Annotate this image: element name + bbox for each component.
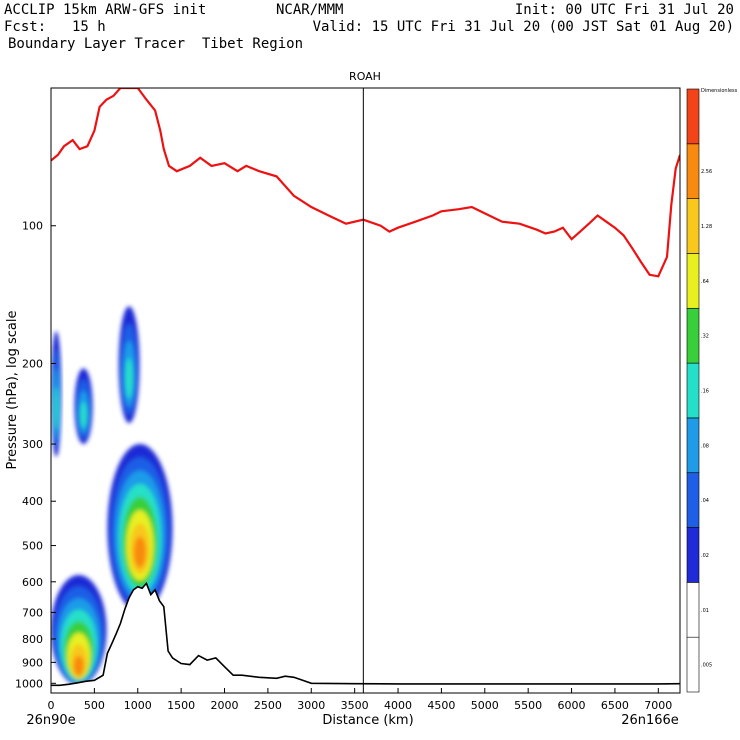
x-tick-label: 3000: [297, 699, 325, 712]
x-tick-label: 4000: [384, 699, 412, 712]
colorbar-level-label: .005: [701, 663, 712, 669]
y-tick-label: 500: [22, 540, 43, 553]
x-tick-label: 2500: [254, 699, 282, 712]
x-tick-label: 6000: [558, 699, 586, 712]
right-endpoint-label: 26n166e: [621, 713, 679, 728]
header-init: Init: 00 UTC Fri 31 Jul 20: [514, 2, 734, 18]
colorbar-level-label: .16: [701, 389, 709, 395]
header-product: Boundary Layer Tracer Tibet Region: [8, 36, 304, 52]
colorbar-swatch: [686, 307, 700, 364]
terrain-line: [51, 581, 680, 687]
colorbar: .005 .01 .02 .04 .08 .16 .32 .64 1.28 2.56 Dimensi…: [686, 88, 738, 693]
colorbar-level-label: .08: [701, 443, 709, 449]
x-tick-label: 5500: [514, 699, 542, 712]
colorbar-swatch: [686, 417, 700, 474]
x-tick-label: 6500: [601, 699, 629, 712]
tracer-contour: [54, 386, 59, 431]
colorbar-swatch: [686, 362, 700, 419]
terrain-fill: [51, 583, 680, 693]
x-axis-label: Distance (km): [322, 713, 413, 728]
tracer-upper-plume-a: [51, 331, 62, 457]
y-tick-label: 300: [22, 438, 43, 451]
colorbar-swatch: [686, 472, 700, 528]
x-tick-label: 0: [48, 699, 55, 712]
colorbar-level-label: .32: [701, 334, 709, 340]
tracer-contour: [80, 401, 87, 429]
tracer-contour: [125, 357, 133, 399]
colorbar-level-label: .04: [701, 498, 709, 504]
tropopause-red-line: [51, 88, 680, 278]
colorbar-level-label: 1.28: [701, 224, 712, 230]
x-tick-label: 1500: [167, 699, 195, 712]
x-tick-label: 5000: [471, 699, 499, 712]
y-tick-label: 100: [22, 220, 43, 233]
chart-title: ROAH: [349, 70, 381, 83]
header-model: ACCLIP 15km ARW-GFS init: [4, 2, 207, 18]
colorbar-swatch: [686, 636, 700, 693]
y-tick-label: 800: [22, 633, 43, 646]
y-tick-label: 600: [22, 576, 43, 589]
y-axis-label: Pressure (hPa), log scale: [5, 311, 20, 470]
x-tick-label: 1000: [124, 699, 152, 712]
tracer-plumes: [51, 306, 173, 686]
colorbar-units-label: Dimensionless: [701, 88, 738, 94]
colorbar-level-label: .01: [701, 608, 709, 614]
colorbar-level-label: .64: [701, 279, 709, 285]
tracer-contour: [73, 655, 84, 677]
x-tick-label: 2000: [211, 699, 239, 712]
x-tick-label: 3500: [341, 699, 369, 712]
y-tick-label: 700: [22, 606, 43, 619]
x-tick-label: 4500: [427, 699, 455, 712]
colorbar-swatch: [686, 143, 700, 199]
header-fcst-value: 15 h: [72, 19, 106, 35]
colorbar-swatch: [686, 253, 700, 309]
tracer-contour: [133, 536, 146, 568]
tracer-surface-plume: [51, 575, 107, 686]
header-valid: Valid: 15 UTC Fri 31 Jul 20 (00 JST Sat …: [312, 19, 734, 35]
x-tick-label: 500: [84, 699, 105, 712]
y-tick-label: 400: [22, 495, 43, 508]
colorbar-swatch: [686, 198, 700, 254]
tracer-upper-plume-c: [118, 306, 140, 424]
y-tick-label: 1000: [15, 677, 43, 690]
x-tick-label: 7000: [644, 699, 672, 712]
tracer-mountain-plume: [107, 444, 173, 613]
colorbar-swatch: [686, 582, 700, 638]
colorbar-level-label: .02: [701, 553, 709, 559]
colorbar-level-label: 2.56: [701, 169, 712, 175]
y-tick-label: 200: [22, 357, 43, 370]
plot-frame: [50, 87, 681, 694]
left-endpoint-label: 26n90e: [26, 713, 75, 728]
tracer-upper-plume-b: [74, 368, 93, 445]
header-fcst-label: Fcst:: [4, 19, 47, 35]
y-tick-label: 900: [22, 656, 43, 669]
colorbar-swatch: [686, 527, 700, 583]
header-org: NCAR/MMM: [276, 2, 344, 18]
colorbar-swatch: [686, 88, 700, 145]
